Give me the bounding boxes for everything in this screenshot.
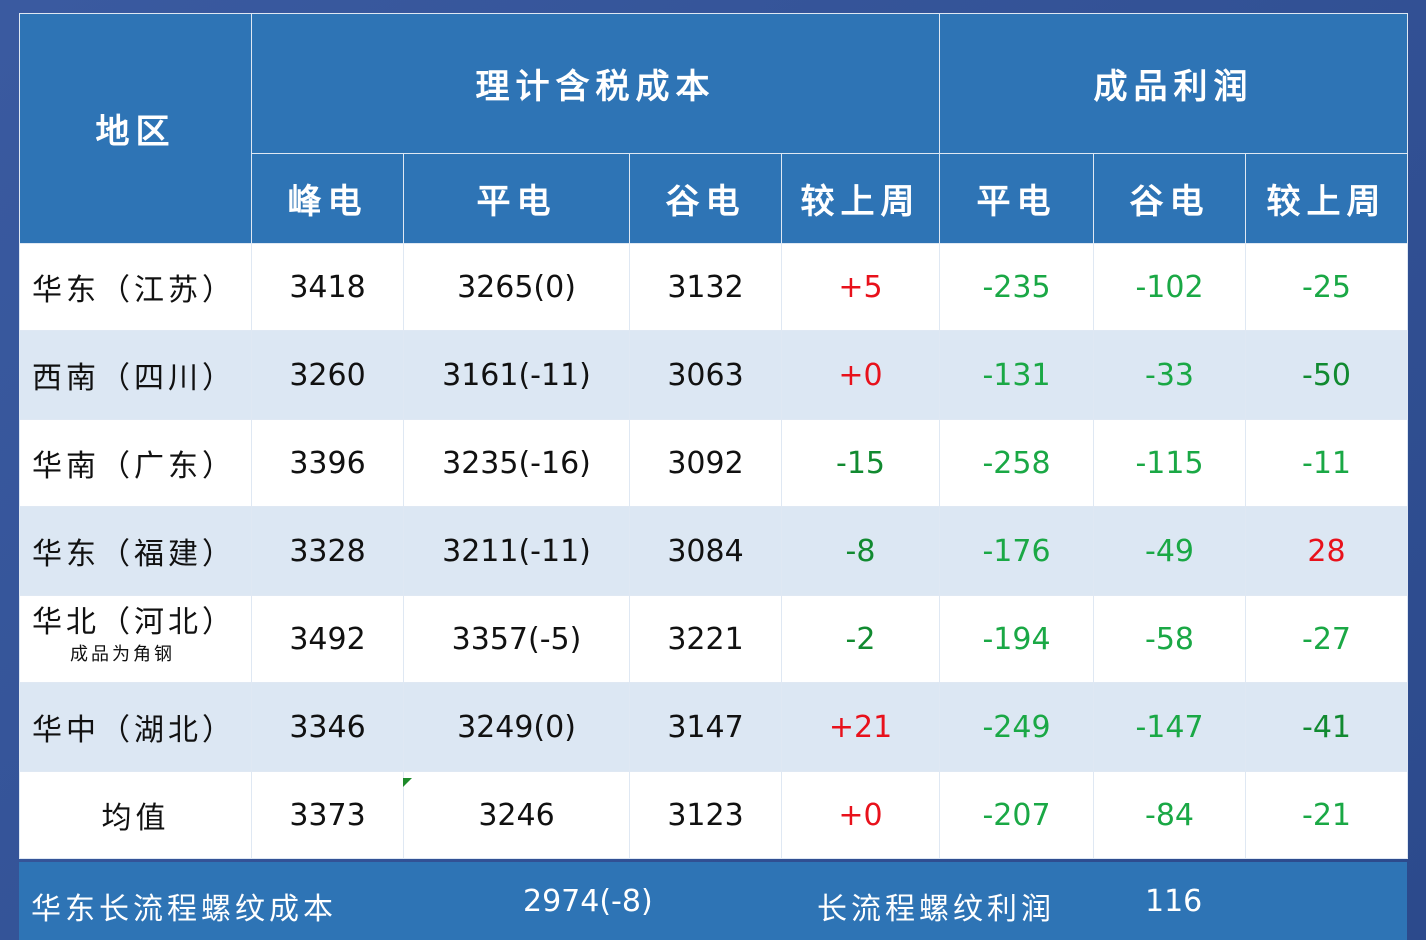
cell-cost-valley: 3063 (629, 330, 782, 420)
region-label: 华东（江苏） (32, 273, 236, 308)
cell-cost-peak: 3418 (251, 243, 404, 331)
footer-bar: 华东长流程螺纹成本 2974(-8) 长流程螺纹利润 116 (19, 862, 1407, 940)
footer-cost-label: 华东长流程螺纹成本 (31, 892, 337, 927)
region-label: 华中（湖北） (32, 713, 236, 748)
header-profit-wow: 较上周 (1244, 153, 1409, 244)
region-label: 华北（河北） (32, 605, 236, 640)
region-label: 西南（四川） (32, 361, 236, 396)
cell-region: 华中（湖北） (19, 682, 252, 772)
cell-region: 华南（广东） (19, 419, 252, 507)
cell-cost-wow: +5 (781, 243, 940, 331)
header-profit-flat: 平电 (939, 153, 1094, 244)
cell-cost-wow: -15 (781, 419, 940, 507)
cell-profit-valley: -58 (1093, 595, 1246, 683)
table-row: 华中（湖北） 3346 3249(0) 3147 +21 -249 -147 -41 (19, 682, 1409, 772)
table-row: 华东（福建） 3328 3211(-11) 3084 -8 -176 -49 28 (19, 506, 1409, 596)
cell-cost-peak: 3492 (251, 595, 404, 683)
cell-profit-valley: -33 (1093, 330, 1246, 420)
header-cost-flat: 平电 (403, 153, 630, 244)
cell-cost-valley: 3147 (629, 682, 782, 772)
cell-cost-peak: 3328 (251, 506, 404, 596)
cell-cost-wow: +0 (781, 771, 940, 859)
region-label: 华东（福建） (32, 537, 236, 572)
table-row: 均值 3373 3246 3123 +0 -207 -84 -21 (19, 771, 1409, 859)
cell-profit-wow: -25 (1244, 243, 1409, 331)
cell-cost-peak: 3260 (251, 330, 404, 420)
cell-profit-flat: -176 (939, 506, 1094, 596)
cell-profit-valley: -84 (1093, 771, 1246, 859)
cell-profit-flat: -194 (939, 595, 1094, 683)
cell-cost-wow: -8 (781, 506, 940, 596)
cell-cost-flat: 3357(-5) (403, 595, 630, 683)
cell-region: 均值 (19, 771, 252, 859)
header-cost-wow: 较上周 (781, 153, 940, 244)
header-profit-valley: 谷电 (1093, 153, 1246, 244)
cell-profit-wow: -41 (1244, 682, 1409, 772)
cell-cost-peak: 3346 (251, 682, 404, 772)
header-cost-group: 理计含税成本 (251, 13, 940, 154)
cell-profit-flat: -131 (939, 330, 1094, 420)
cell-cost-valley: 3092 (629, 419, 782, 507)
cell-cost-flat: 3235(-16) (403, 419, 630, 507)
cell-cost-peak: 3396 (251, 419, 404, 507)
cell-region: 华东（福建） (19, 506, 252, 596)
table-row: 华东（江苏） 3418 3265(0) 3132 +5 -235 -102 -25 (19, 243, 1409, 331)
cell-profit-wow: -50 (1244, 330, 1409, 420)
cell-cost-wow: -2 (781, 595, 940, 683)
cost-profit-table: 地区 理计含税成本 成品利润 峰电 平电 谷电 较上周 平电 谷电 较上周 华东… (19, 13, 1409, 859)
table-row: 华南（广东） 3396 3235(-16) 3092 -15 -258 -115 -11 (19, 419, 1409, 507)
cell-profit-flat: -258 (939, 419, 1094, 507)
table-row: 华北（河北） 成品为角钢 3492 3357(-5) 3221 -2 -194 -58 -27 (19, 595, 1409, 683)
cell-cost-peak: 3373 (251, 771, 404, 859)
cell-profit-flat: -235 (939, 243, 1094, 331)
cell-cost-flat: 3161(-11) (403, 330, 630, 420)
cell-cost-valley: 3084 (629, 506, 782, 596)
cell-region: 华东（江苏） (19, 243, 252, 331)
cell-cost-wow: +21 (781, 682, 940, 772)
header-cost-peak: 峰电 (251, 153, 404, 244)
cell-region: 西南（四川） (19, 330, 252, 420)
cell-profit-valley: -115 (1093, 419, 1246, 507)
region-label: 华南（广东） (32, 449, 236, 484)
cell-cost-flat: 3265(0) (403, 243, 630, 331)
cell-profit-valley: -102 (1093, 243, 1246, 331)
cell-comment-marker (403, 778, 412, 787)
footer-profit-label: 长流程螺纹利润 (817, 892, 1055, 927)
cell-profit-valley: -147 (1093, 682, 1246, 772)
footer-profit-value: 116 (1145, 884, 1203, 919)
cell-cost-flat: 3249(0) (403, 682, 630, 772)
table-body: 华东（江苏） 3418 3265(0) 3132 +5 -235 -102 -25 西南（四川）… (19, 243, 1409, 859)
header-profit-group: 成品利润 (938, 13, 1409, 154)
cell-cost-valley: 3221 (629, 595, 782, 683)
cell-cost-valley: 3123 (629, 771, 782, 859)
cell-profit-flat: -207 (939, 771, 1094, 859)
cell-region: 华北（河北） 成品为角钢 (19, 595, 252, 683)
region-label: 均值 (101, 801, 170, 836)
region-note: 成品为角钢 (70, 644, 175, 665)
footer-cost-value: 2974(-8) (523, 884, 653, 919)
cell-profit-wow: -11 (1244, 419, 1409, 507)
cell-cost-valley: 3132 (629, 243, 782, 331)
table-row: 西南（四川） 3260 3161(-11) 3063 +0 -131 -33 -50 (19, 330, 1409, 420)
header-region: 地区 (19, 13, 252, 244)
cell-profit-wow: -27 (1244, 595, 1409, 683)
cell-profit-flat: -249 (939, 682, 1094, 772)
cell-cost-wow: +0 (781, 330, 940, 420)
cell-profit-wow: -21 (1244, 771, 1409, 859)
cell-profit-valley: -49 (1093, 506, 1246, 596)
cell-cost-flat: 3246 (403, 771, 630, 859)
table-header: 地区 理计含税成本 成品利润 峰电 平电 谷电 较上周 平电 谷电 较上周 (19, 13, 1409, 244)
header-cost-valley: 谷电 (629, 153, 782, 244)
cell-cost-flat: 3211(-11) (403, 506, 630, 596)
cell-profit-wow: 28 (1244, 506, 1409, 596)
